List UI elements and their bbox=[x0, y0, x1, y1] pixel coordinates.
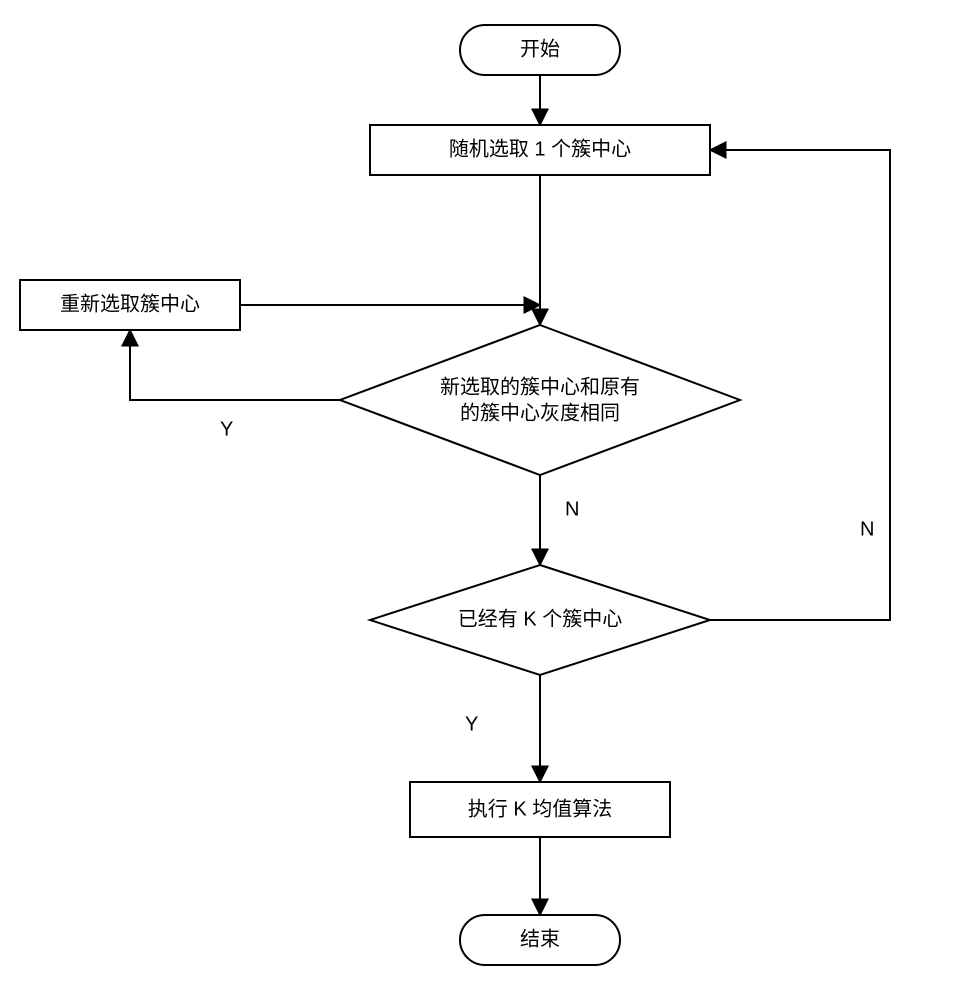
flowchart-svg: Y N N Y 开始 随机选取 1 个簇中心 重新选取簇中心 新选取的簇中心和原… bbox=[0, 0, 972, 1000]
node-n2: 重新选取簇中心 bbox=[20, 280, 240, 330]
node-n1-label: 随机选取 1 个簇中心 bbox=[449, 137, 631, 160]
node-d2: 已经有 K 个簇中心 bbox=[370, 565, 710, 675]
node-start: 开始 bbox=[460, 25, 620, 75]
node-n2-label: 重新选取簇中心 bbox=[60, 292, 200, 315]
node-n3: 执行 K 均值算法 bbox=[410, 782, 670, 837]
edge-d2-n3-label: Y bbox=[465, 713, 478, 735]
node-n1: 随机选取 1 个簇中心 bbox=[370, 125, 710, 175]
edge-d2-n1 bbox=[710, 150, 890, 620]
edge-d1-d2-label: N bbox=[565, 498, 579, 520]
edge-d2-n1-label: N bbox=[860, 518, 874, 540]
node-n3-label: 执行 K 均值算法 bbox=[468, 797, 612, 820]
node-end-label: 结束 bbox=[520, 927, 560, 950]
node-d1-label-line2: 的簇中心灰度相同 bbox=[460, 401, 620, 424]
edge-d1-n2 bbox=[130, 330, 340, 400]
node-d1-label-line1: 新选取的簇中心和原有 bbox=[440, 375, 640, 398]
node-end: 结束 bbox=[460, 915, 620, 965]
node-d2-label: 已经有 K 个簇中心 bbox=[458, 607, 622, 630]
edge-d1-n2-label: Y bbox=[220, 418, 233, 440]
node-start-label: 开始 bbox=[520, 37, 560, 60]
node-d1: 新选取的簇中心和原有 的簇中心灰度相同 bbox=[340, 325, 740, 475]
